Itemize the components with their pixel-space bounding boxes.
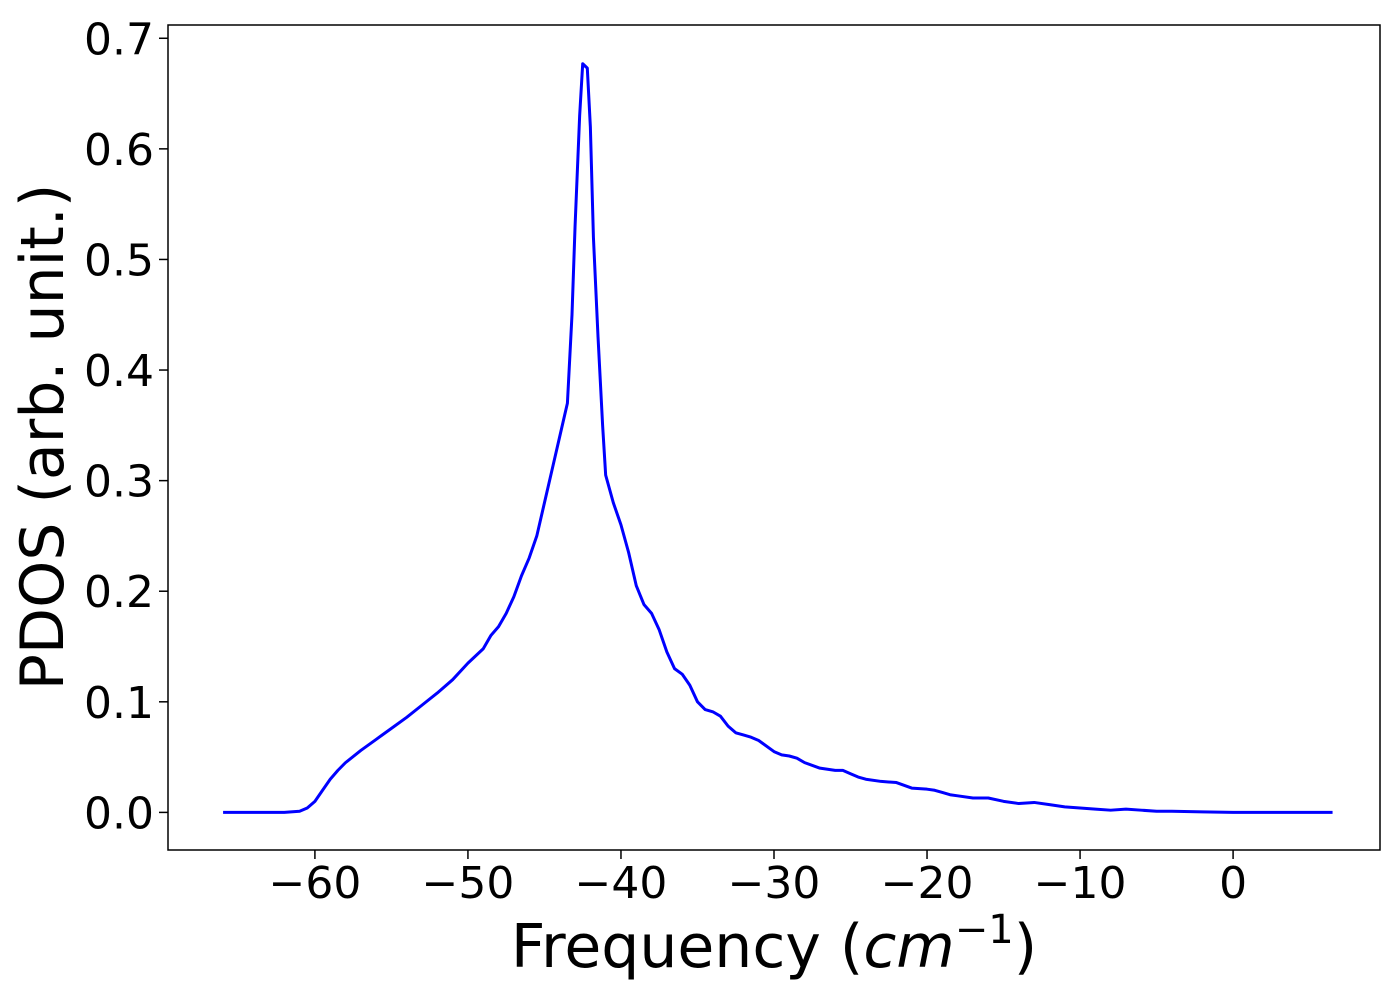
x-axis-label: Frequency (cm−1) bbox=[511, 907, 1037, 982]
x-tick-label: −40 bbox=[575, 858, 668, 909]
x-axis-label-exponent: −1 bbox=[955, 907, 1014, 953]
x-tick-label: −30 bbox=[728, 858, 821, 909]
x-axis-label-unit: cm bbox=[863, 912, 954, 982]
y-tick-label: 0.5 bbox=[84, 235, 154, 286]
y-axis-label: PDOS (arb. unit.) bbox=[8, 184, 78, 691]
x-tick-label: −10 bbox=[1034, 858, 1127, 909]
y-axis-ticks: 0.0 0.1 0.2 0.3 0.4 0.5 0.6 0.7 bbox=[84, 14, 168, 839]
y-tick-label: 0.4 bbox=[84, 346, 154, 397]
x-tick-label: 0 bbox=[1219, 858, 1247, 909]
y-tick-label: 0.6 bbox=[84, 125, 154, 176]
x-axis-ticks: −60 −50 −40 −30 −20 −10 0 bbox=[268, 850, 1247, 909]
y-tick-label: 0.3 bbox=[84, 457, 154, 508]
x-axis-label-suffix: ) bbox=[1014, 912, 1037, 982]
x-tick-label: −50 bbox=[422, 858, 515, 909]
x-tick-label: −20 bbox=[881, 858, 974, 909]
pdos-series-line bbox=[223, 62, 1333, 814]
y-tick-label: 0.0 bbox=[84, 788, 154, 839]
x-axis-label-prefix: Frequency ( bbox=[511, 912, 863, 982]
y-tick-label: 0.2 bbox=[84, 567, 154, 618]
y-tick-label: 0.1 bbox=[84, 678, 154, 729]
plot-frame bbox=[167, 24, 1381, 851]
x-tick-label: −60 bbox=[268, 858, 361, 909]
y-tick-label: 0.7 bbox=[84, 14, 154, 65]
